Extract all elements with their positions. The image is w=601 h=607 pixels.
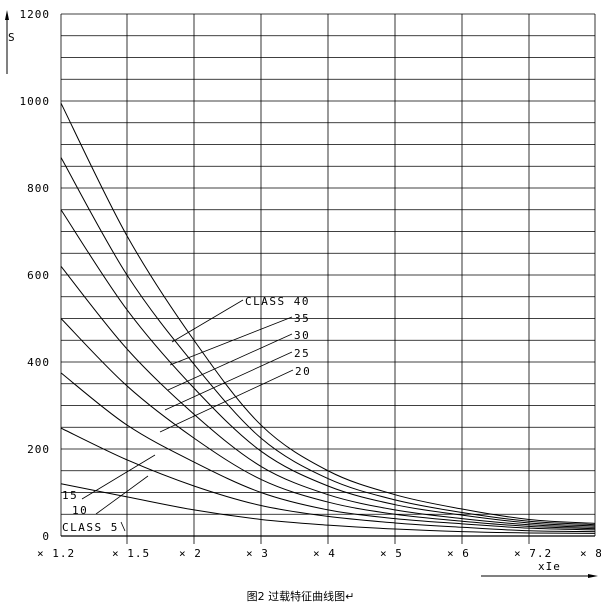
x-tick-label: × 1.5 [112, 547, 150, 560]
y-tick-label: 0 [42, 530, 50, 543]
x-tick-label: × 1.2 [37, 547, 75, 560]
y-tick-labels: 0 200 400 600 800 1000 1200 [20, 8, 51, 543]
series-curves [60, 102, 596, 534]
series-curve [60, 318, 596, 530]
x-tick-labels: × 1.2 × 1.5 × 2 × 3 × 4 × 5 × 6 × 7.2 × 8 [37, 547, 601, 560]
leader-line [171, 299, 244, 343]
y-tick-label: 1000 [20, 95, 51, 108]
series-label: CLASS 40 [245, 295, 310, 308]
series-label: CLASS 5 [62, 521, 119, 534]
leader-line [167, 333, 293, 391]
figure-caption: 图2 过载特征曲线图↵ [246, 590, 355, 603]
x-tick-label: × 5 [380, 547, 403, 560]
series-curve [60, 209, 596, 527]
y-tick-label: 400 [27, 356, 50, 369]
y-tick-label: 800 [27, 182, 50, 195]
series-curve [60, 102, 596, 524]
leader-line [159, 369, 294, 433]
x-tick-label: × 6 [447, 547, 470, 560]
y-tick-label: 200 [27, 443, 50, 456]
x-tick-label: × 8 [580, 547, 601, 560]
leader-line [169, 316, 293, 366]
label-leader-lines [81, 299, 294, 532]
y-axis-label: S [8, 31, 16, 44]
series-label: 15 [62, 489, 78, 502]
series-curve [60, 427, 596, 533]
series-label: 20 [295, 365, 311, 378]
series-curve [60, 157, 596, 526]
y-axis-arrow-head [5, 10, 9, 20]
x-tick-label: × 2 [179, 547, 202, 560]
series-label: 35 [294, 312, 310, 325]
series-labels: CLASS 5 10 15 20 25 30 35 CLASS 40 [62, 295, 311, 534]
x-tick-label: × 4 [313, 547, 336, 560]
leader-line [81, 454, 156, 500]
series-label: 25 [294, 347, 310, 360]
x-tick-label: × 3 [246, 547, 269, 560]
y-tick-label: 1200 [20, 8, 51, 21]
leader-line [120, 521, 126, 532]
grid [60, 13, 596, 544]
series-label: 30 [294, 329, 310, 342]
y-tick-label: 600 [27, 269, 50, 282]
series-curve [60, 265, 596, 528]
x-axis-arrow-head [588, 574, 598, 578]
leader-line [95, 475, 149, 515]
leader-line [164, 351, 293, 411]
x-tick-label: × 7.2 [514, 547, 552, 560]
series-label: 10 [72, 504, 88, 517]
series-curve [60, 372, 596, 531]
x-axis-label: xIe [538, 560, 561, 573]
series-curve [60, 483, 596, 534]
